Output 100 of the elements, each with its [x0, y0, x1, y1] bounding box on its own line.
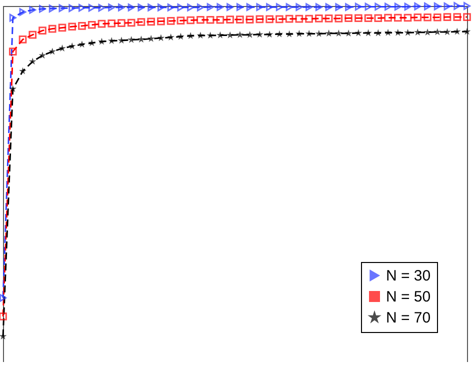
point	[167, 4, 174, 12]
point	[58, 4, 66, 12]
legend-label: N = 30	[386, 268, 431, 284]
point	[276, 15, 284, 24]
point	[9, 14, 16, 22]
point	[226, 31, 234, 38]
point	[394, 14, 402, 22]
point	[354, 14, 362, 22]
point	[325, 30, 332, 37]
point	[434, 2, 441, 10]
point	[374, 2, 382, 11]
point	[186, 16, 194, 24]
point	[226, 16, 234, 24]
point	[9, 85, 17, 92]
point	[286, 30, 293, 38]
point	[374, 29, 382, 36]
legend-label: N = 50	[386, 288, 431, 306]
point	[19, 67, 26, 74]
point	[266, 3, 274, 11]
point	[78, 22, 86, 30]
point	[88, 39, 96, 46]
point	[256, 15, 264, 24]
point	[286, 3, 293, 11]
point	[157, 34, 165, 42]
point	[58, 44, 66, 52]
point	[19, 8, 26, 16]
point	[404, 14, 412, 22]
point	[28, 58, 36, 65]
point	[246, 16, 254, 24]
point	[325, 3, 332, 11]
point	[256, 3, 264, 11]
point	[118, 36, 126, 44]
point	[344, 30, 352, 37]
point	[295, 14, 304, 23]
point	[305, 30, 313, 37]
point	[305, 14, 313, 23]
point	[68, 22, 76, 31]
point	[384, 28, 392, 36]
point	[98, 4, 106, 12]
point	[414, 2, 422, 10]
point	[128, 4, 135, 12]
point	[414, 28, 422, 36]
point	[334, 14, 343, 22]
point	[266, 30, 274, 38]
point	[384, 14, 392, 22]
point	[48, 48, 56, 55]
point	[216, 3, 224, 11]
point	[296, 3, 303, 11]
point	[206, 16, 214, 24]
point	[118, 4, 125, 12]
point	[147, 18, 155, 26]
point	[108, 4, 116, 12]
point	[108, 20, 116, 28]
point	[345, 3, 352, 11]
point	[68, 42, 76, 50]
point	[364, 29, 372, 36]
point	[29, 6, 36, 14]
point	[285, 14, 294, 23]
point	[364, 14, 372, 22]
point	[186, 32, 194, 40]
point	[48, 24, 56, 33]
point	[128, 36, 136, 43]
point	[157, 17, 165, 26]
point	[88, 20, 96, 29]
point	[315, 3, 322, 11]
point	[0, 312, 7, 320]
point	[78, 4, 86, 12]
point	[433, 13, 442, 22]
point	[354, 2, 362, 11]
point	[453, 13, 462, 21]
point	[276, 3, 283, 11]
point	[167, 33, 175, 40]
point	[334, 30, 342, 37]
point	[108, 37, 116, 44]
point	[404, 2, 412, 11]
point	[206, 32, 214, 39]
point	[464, 2, 470, 10]
point	[236, 30, 244, 38]
point	[463, 13, 471, 21]
point	[226, 3, 234, 11]
point	[444, 2, 451, 10]
point	[147, 34, 155, 42]
point	[354, 29, 362, 36]
point	[68, 4, 76, 12]
point	[424, 2, 431, 10]
point	[127, 18, 136, 27]
point	[315, 30, 323, 37]
point	[394, 28, 402, 36]
point	[295, 30, 303, 37]
point	[88, 4, 96, 12]
point	[177, 4, 184, 12]
point	[8, 48, 17, 56]
point	[344, 14, 352, 22]
point	[196, 16, 204, 24]
point	[246, 3, 254, 11]
legend-label: N = 70	[386, 310, 431, 326]
point	[196, 32, 204, 39]
point	[276, 30, 284, 38]
point	[394, 2, 402, 11]
point	[138, 36, 145, 43]
